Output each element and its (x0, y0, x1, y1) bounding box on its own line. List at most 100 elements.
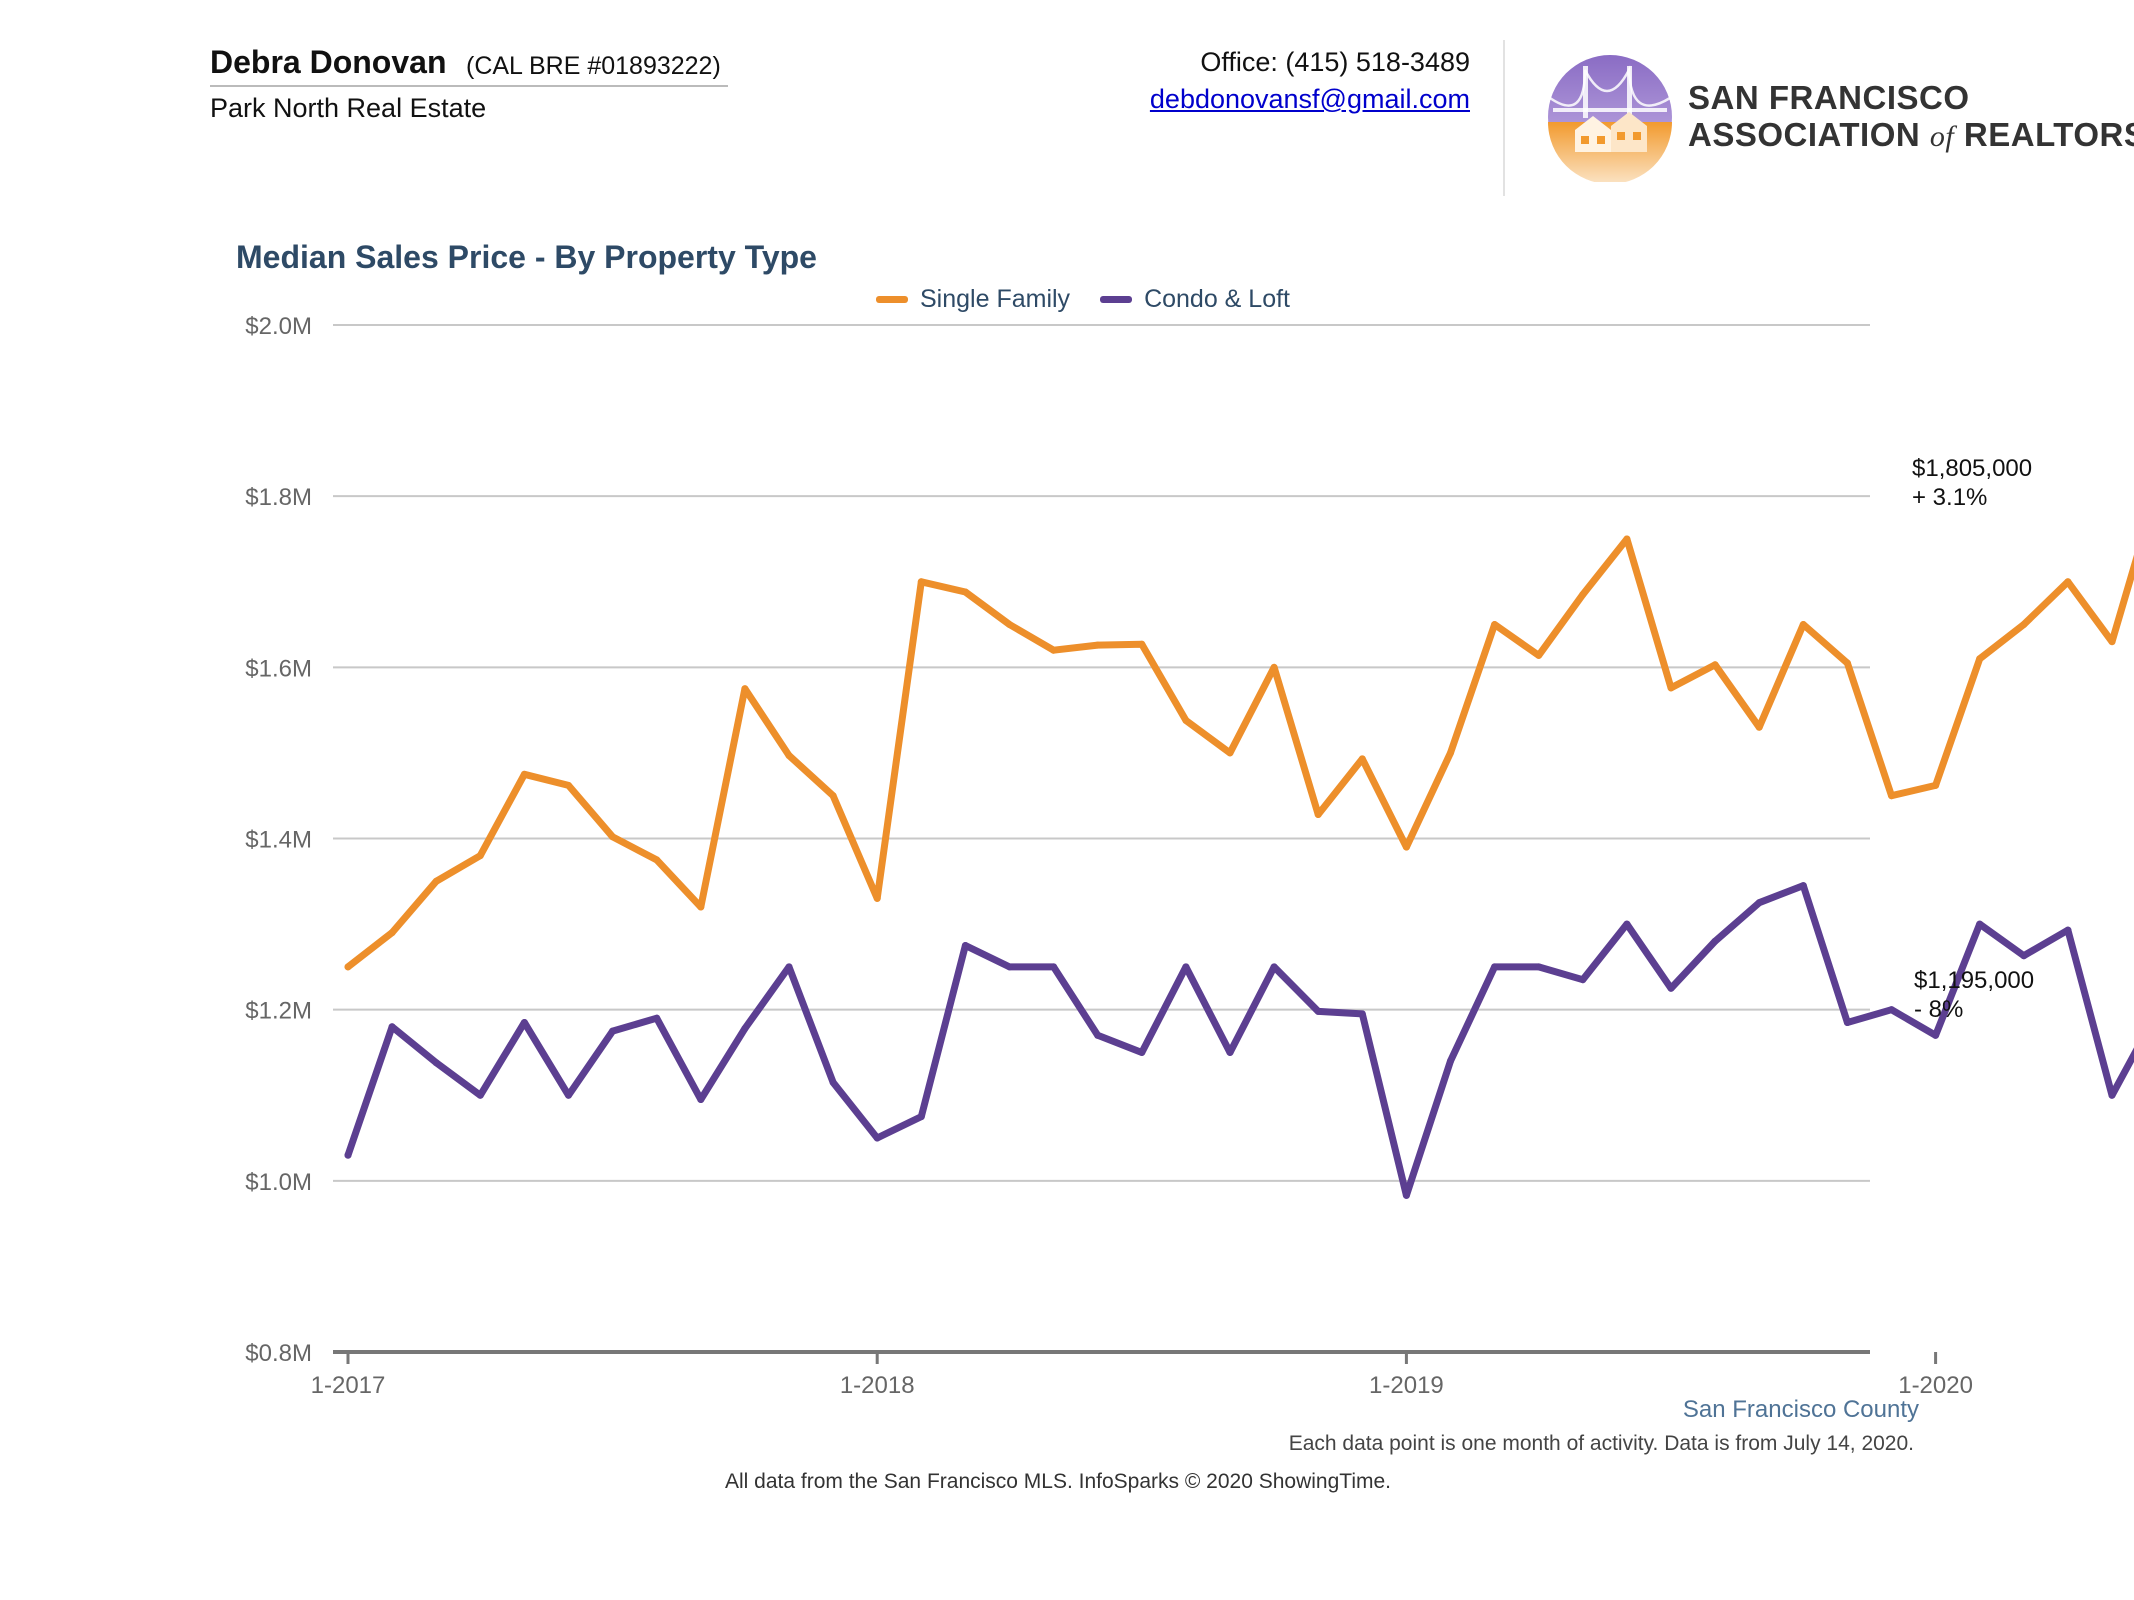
data-point (653, 1014, 661, 1022)
data-point (829, 1078, 837, 1086)
chart-title: Median Sales Price - By Property Type (236, 239, 817, 275)
data-point (344, 963, 352, 971)
data-point (1843, 1019, 1851, 1027)
data-note: Each data point is one month of activity… (1288, 1432, 1914, 1455)
data-point (609, 833, 617, 841)
data-point (1711, 661, 1719, 669)
data-point (697, 1096, 705, 1104)
data-point (476, 852, 484, 860)
data-point (1094, 1031, 1102, 1039)
agent-license: (CAL BRE #01893222) (466, 52, 721, 80)
data-point (785, 963, 793, 971)
data-point (1843, 659, 1851, 667)
agent-name: Debra Donovan (210, 44, 447, 80)
data-point (520, 1019, 528, 1027)
data-point (1711, 937, 1719, 945)
data-point (1447, 1057, 1454, 1065)
data-point (1358, 755, 1366, 763)
agent-company: Park North Real Estate (210, 93, 487, 123)
legend-swatch-single-family (876, 296, 908, 303)
data-point (1932, 781, 1940, 789)
data-point (1358, 1010, 1366, 1018)
data-point (1799, 621, 1807, 629)
data-point (1226, 749, 1234, 757)
y-tick-label: $0.8M (245, 1340, 312, 1367)
data-point (388, 1023, 396, 1031)
data-point (1006, 621, 1013, 629)
data-point (917, 578, 925, 586)
data-point (1755, 723, 1763, 731)
end-change-label: - 8% (1914, 996, 1963, 1023)
data-point (1402, 1191, 1410, 1199)
golden-gate-bridge-seal-icon (1548, 55, 1672, 182)
legend-label-single-family: Single Family (920, 285, 1071, 313)
data-point (2064, 926, 2072, 934)
series-line-condo-loft (344, 882, 2134, 1199)
data-point (1314, 811, 1322, 819)
data-point (1050, 646, 1058, 654)
y-tick-label: $1.6M (245, 655, 312, 682)
data-point (697, 903, 705, 911)
data-point (476, 1091, 484, 1099)
data-point (1579, 591, 1587, 599)
logo-text-line2: ASSOCIATION of REALTORS® (1688, 116, 2134, 154)
data-point (388, 929, 396, 937)
chart-legend: Single Family Condo & Loft (876, 285, 1320, 314)
legend-label-condo-loft: Condo & Loft (1144, 285, 1290, 313)
header-divider (1503, 40, 1505, 196)
logo-text-realtors: REALTORS (1954, 116, 2134, 153)
data-point (1799, 882, 1807, 890)
data-point (2108, 638, 2116, 646)
county-label: San Francisco County (1682, 1396, 1919, 1423)
data-point (2064, 578, 2072, 586)
data-point (1976, 655, 1984, 663)
x-tick-label: 1-2017 (311, 1372, 386, 1399)
data-point (1491, 621, 1499, 629)
logo-text-association: ASSOCIATION (1688, 116, 1930, 153)
x-tick-label: 1-2020 (1898, 1372, 1973, 1399)
data-point (2020, 621, 2028, 629)
data-point (609, 1027, 617, 1035)
y-tick-label: $1.4M (245, 827, 312, 854)
data-point (565, 781, 572, 789)
data-point (785, 751, 793, 759)
data-point (1182, 963, 1190, 971)
data-point (1976, 920, 1984, 928)
data-point (1755, 899, 1763, 907)
data-point (741, 685, 749, 693)
data-point (432, 877, 440, 885)
data-point (1667, 684, 1675, 692)
y-tick-label: $1.2M (245, 998, 312, 1025)
logo-text-of: of (1929, 120, 1955, 153)
data-point (1006, 963, 1013, 971)
data-point (1535, 963, 1543, 971)
data-point (1138, 1048, 1146, 1056)
series-line-single-family (344, 535, 2134, 971)
data-point (2108, 1091, 2116, 1099)
data-point (653, 856, 661, 864)
data-point (2020, 952, 2028, 960)
data-point (1535, 651, 1543, 659)
data-point (1888, 792, 1895, 800)
data-point (1623, 920, 1631, 928)
legend-swatch-condo-loft (1100, 296, 1133, 303)
data-point (829, 792, 837, 800)
agent-divider (210, 85, 728, 87)
data-source: All data from the San Francisco MLS. Inf… (725, 1470, 1392, 1493)
email-link[interactable]: debdonovansf@gmail.com (1149, 84, 1470, 114)
end-value-label: $1,805,000 (1912, 455, 2032, 482)
data-point (1226, 1048, 1234, 1056)
end-change-label: + 3.1% (1912, 484, 1987, 511)
data-point (1667, 984, 1675, 992)
data-point (1094, 641, 1102, 649)
data-point (1050, 963, 1058, 971)
data-point (873, 894, 881, 902)
data-point (1138, 640, 1146, 648)
data-point (1579, 976, 1587, 984)
data-point (1270, 663, 1278, 671)
data-point (741, 1024, 749, 1032)
y-tick-label: $2.0M (245, 313, 312, 340)
data-point (917, 1113, 925, 1121)
data-point (1314, 1007, 1322, 1015)
